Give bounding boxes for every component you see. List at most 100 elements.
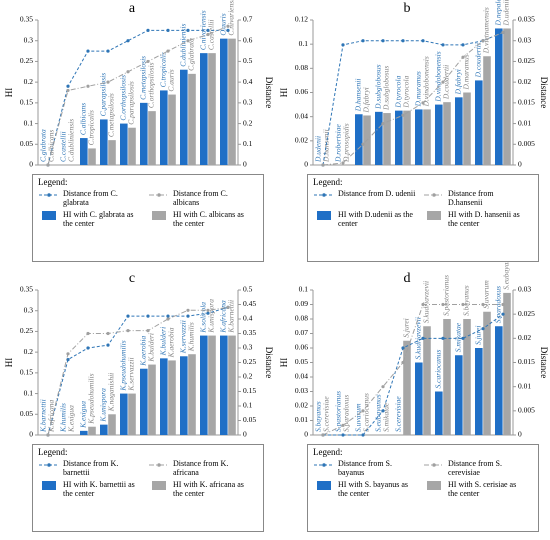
bar-label: S.jurei xyxy=(402,318,411,338)
bar xyxy=(415,362,423,435)
line-point xyxy=(106,331,110,336)
legend-row: HI with D.udenii as the center HI with D.… xyxy=(313,210,533,228)
legend-text: HI with S. cerisiae as the center xyxy=(448,480,517,498)
bar xyxy=(403,340,411,435)
bar-label: K.barnettii xyxy=(39,399,48,433)
legend-row: Distance from S. bayanus Distance from S.… xyxy=(313,459,533,477)
bar-label: S.cerevisiae xyxy=(394,396,403,432)
legend-swatch xyxy=(427,481,441,490)
y-tick-label: 0.25 xyxy=(20,326,33,335)
bar-label: K.solicola xyxy=(199,302,208,334)
bar-label: K.unispora xyxy=(207,299,216,334)
bar-label: D.coudertii xyxy=(442,65,451,100)
line-point xyxy=(166,314,170,318)
y-tick-label: 0.02 xyxy=(295,136,308,145)
bar xyxy=(208,53,216,166)
bar-label: S.kudriavzevii xyxy=(422,281,431,323)
line-point xyxy=(186,28,190,32)
legend-title-row: Legend: xyxy=(313,177,533,187)
bar xyxy=(443,102,451,165)
legend-swatch xyxy=(152,211,166,220)
legend-row: Distance from K. barnettii Distance from … xyxy=(38,459,258,477)
bar-label: C.orthopsilosis xyxy=(119,75,128,121)
line-point xyxy=(381,385,385,389)
bar-label: C.orthopsilosis xyxy=(147,62,156,108)
bar-label: K.servazzii xyxy=(179,320,188,354)
line-point xyxy=(341,43,345,47)
bar-label: C.castellii xyxy=(207,20,216,51)
legend-swatch xyxy=(39,463,59,467)
bar xyxy=(375,111,383,165)
bar xyxy=(495,28,503,166)
y2-tick-label: 0.6 xyxy=(243,35,253,44)
line-point xyxy=(226,28,230,32)
y-axis-title: HI xyxy=(279,88,289,98)
y-tick-label: 0.08 xyxy=(295,63,308,72)
line-point xyxy=(361,142,365,146)
panel-label: d xyxy=(404,271,411,286)
bar xyxy=(108,414,116,435)
y2-axis-title: Distance xyxy=(264,77,274,109)
line-point xyxy=(146,314,150,318)
line-point xyxy=(361,39,365,43)
bar xyxy=(483,311,491,435)
bar xyxy=(148,364,156,435)
bar-label: C.metapsilosis xyxy=(107,93,116,137)
bar xyxy=(383,113,391,165)
bar-label: S.kudriavzevii xyxy=(414,317,423,359)
legend-title: Legend: xyxy=(38,447,68,457)
bar xyxy=(495,326,503,435)
line-point xyxy=(421,39,425,43)
legend-text: Distance from S. bayanus xyxy=(338,459,392,477)
panel-label: b xyxy=(404,1,411,16)
bar xyxy=(160,90,168,165)
legend-text: HI with D. hansenii as the center xyxy=(448,210,520,228)
y-tick-label: 0 xyxy=(29,430,33,439)
legend-box xyxy=(317,211,331,220)
y-tick-label: 0.2 xyxy=(24,347,34,356)
bar-label: S.cariocanus xyxy=(434,349,443,388)
legend-swatch xyxy=(42,481,56,490)
legend-box xyxy=(152,481,166,490)
legend-point xyxy=(157,193,161,197)
bar-label: D.udenii xyxy=(314,136,323,163)
bar xyxy=(128,393,136,435)
bar-label: K.bulderi xyxy=(147,333,156,363)
bar-label: K.aerobia xyxy=(167,327,176,358)
y2-tick-label: 0.015 xyxy=(518,98,535,107)
legend-text: Distance from D.hansenii xyxy=(448,189,494,207)
y2-tick-label: 0.7 xyxy=(243,15,253,24)
y-tick-label: 0.06 xyxy=(295,343,308,352)
y-tick-label: 0.15 xyxy=(20,98,33,107)
bar-label: K.africana xyxy=(47,399,56,433)
distance-line xyxy=(47,25,229,166)
line-point xyxy=(441,80,445,84)
y-tick-label: 0 xyxy=(29,160,33,169)
legend-box xyxy=(152,211,166,220)
legend-swatch xyxy=(39,193,59,197)
line-point xyxy=(106,343,110,347)
line-point xyxy=(401,113,405,117)
y2-tick-label: 0.03 xyxy=(518,285,531,294)
bar xyxy=(463,92,471,165)
line-point xyxy=(321,163,325,167)
line-point xyxy=(86,331,90,336)
line-point xyxy=(481,302,485,307)
line-point xyxy=(166,28,170,32)
legend-item: Distance from C. glabrata xyxy=(38,189,148,207)
bar xyxy=(180,356,188,435)
bar-label: C.auris xyxy=(167,69,176,91)
legend-item: Distance from S. cerevisiae xyxy=(423,459,533,477)
bar xyxy=(180,69,188,165)
bar-label: C.albicans xyxy=(47,130,56,162)
bar-label: S.paradoxus xyxy=(342,395,351,432)
legend-swatch xyxy=(152,481,166,490)
bar-label: C.auris xyxy=(219,13,228,35)
y-tick-label: 0.05 xyxy=(20,139,33,148)
legend-row: HI with S. bayanus as the center HI with … xyxy=(313,480,533,498)
bar-label: C.metapsilosis xyxy=(139,56,148,100)
legend-row: HI with K. barnettii as the center HI wit… xyxy=(38,480,258,498)
bar-label: C.nivariensis xyxy=(227,0,236,36)
bar-label: C.tropicalis xyxy=(159,52,168,87)
legend-item: HI with C. glabrata as the center xyxy=(38,210,148,228)
